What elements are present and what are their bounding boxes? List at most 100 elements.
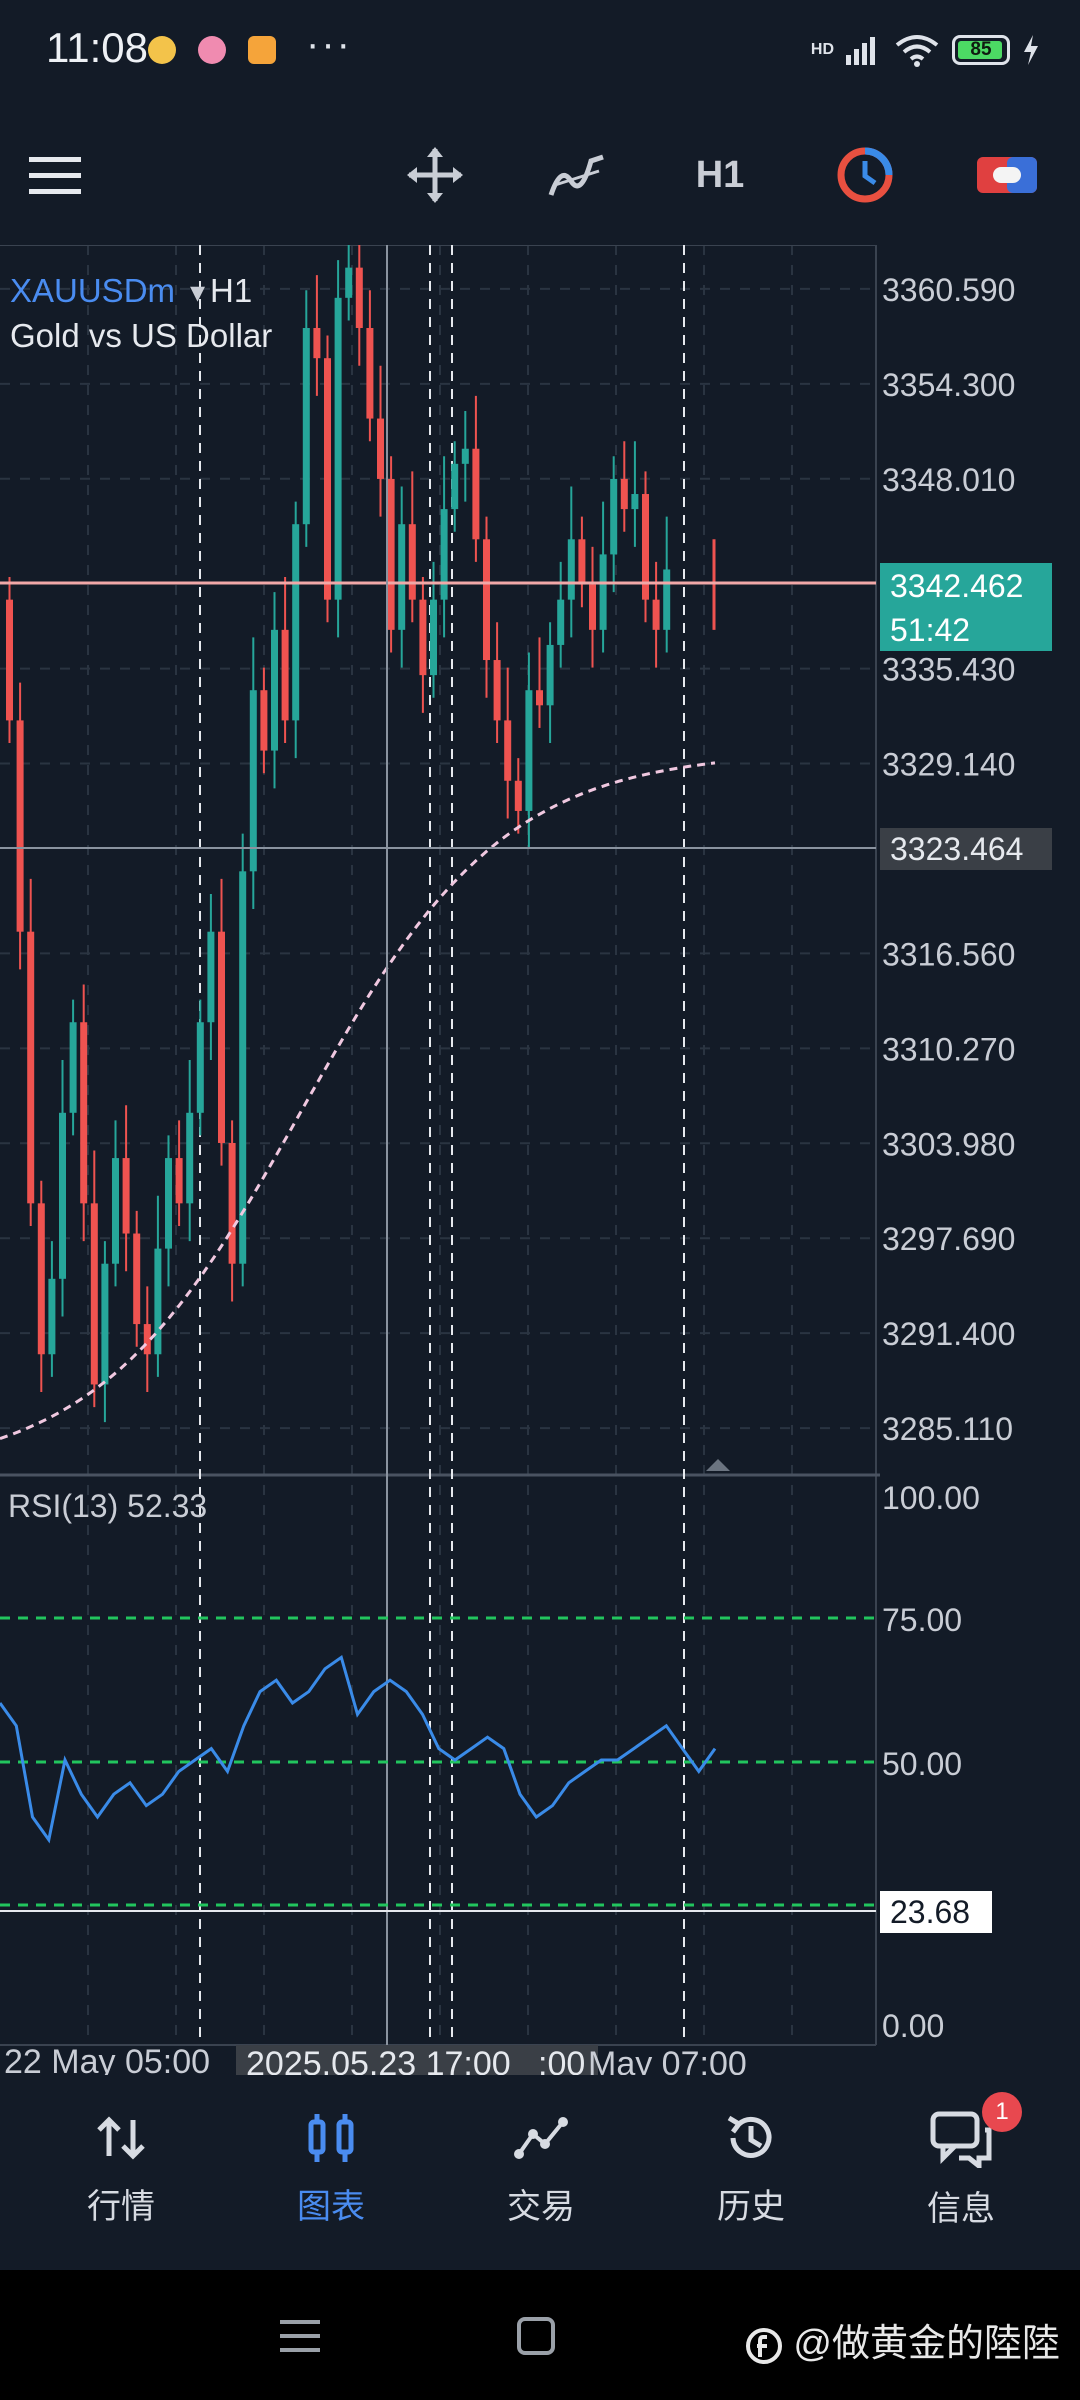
time-label-right: May 07:00 xyxy=(588,2045,747,2075)
rsi-75-label: 75.00 xyxy=(882,1602,962,1638)
candle xyxy=(472,395,480,562)
watermark: @做黄金的陸陸 xyxy=(745,2312,1060,2367)
time-label-left: 22 May 05:00 xyxy=(4,2043,210,2075)
trade-icon xyxy=(514,2117,568,2159)
quotes-icon xyxy=(97,2116,145,2160)
candle xyxy=(143,1286,151,1392)
crosshair-button[interactable] xyxy=(400,140,470,210)
home-icon[interactable] xyxy=(516,2316,556,2356)
candle xyxy=(366,290,374,442)
candle xyxy=(69,999,77,1136)
chart-icon xyxy=(308,2114,354,2162)
rsi-min-label: 0.00 xyxy=(882,2008,944,2044)
candle xyxy=(271,592,278,789)
nav-trade-label: 交易 xyxy=(507,2188,575,2226)
nav-history-label: 历史 xyxy=(717,2188,785,2226)
candle xyxy=(122,1105,130,1272)
candle xyxy=(345,245,353,321)
chart-symbol[interactable]: XAUUSDm xyxy=(10,272,175,309)
rsi-crosshair-box xyxy=(880,1891,992,1933)
rsi-max-label: 100.00 xyxy=(882,1480,980,1516)
candle xyxy=(514,758,522,834)
candle xyxy=(133,1210,141,1347)
candle xyxy=(59,1059,66,1317)
indicators-button[interactable] xyxy=(542,140,612,210)
bar-countdown: 51:42 xyxy=(890,612,970,648)
watermark-text: @做黄金的陸陸 xyxy=(793,2323,1060,2365)
rsi-label: RSI(13) 52.33 xyxy=(8,1488,207,1524)
chart-timeframe: H1 xyxy=(210,272,252,309)
candle xyxy=(546,622,554,744)
price-chart[interactable]: XAUUSDm ▾ H1 Gold vs US Dollar 3360.5903… xyxy=(0,245,1080,2075)
app-notification-icon-2 xyxy=(248,36,276,64)
chart-grid xyxy=(0,245,876,2045)
price-tick-label: 3310.270 xyxy=(882,1031,1015,1067)
candle xyxy=(525,652,533,849)
time-cursor-label-tail: :00 xyxy=(538,2045,585,2075)
clock-trade-icon xyxy=(837,147,893,203)
candle xyxy=(599,501,607,653)
nav-chart[interactable]: 图表 xyxy=(256,2110,406,2228)
candle xyxy=(589,546,596,668)
status-bar: 11:08 ··· HD 85 xyxy=(0,0,1080,110)
trade-toggle-button[interactable] xyxy=(972,140,1042,210)
nav-trade[interactable]: 交易 xyxy=(466,2110,616,2228)
candlesticks xyxy=(6,245,716,1423)
symbol-dropdown-icon[interactable]: ▾ xyxy=(190,276,205,309)
nav-quotes[interactable]: 行情 xyxy=(46,2110,196,2228)
system-nav-bar: @做黄金的陸陸 xyxy=(0,2270,1080,2400)
signal-icon xyxy=(846,37,875,65)
candle xyxy=(281,577,289,744)
candle xyxy=(631,441,639,547)
candle xyxy=(557,561,565,668)
candle xyxy=(324,335,331,623)
indicator-icon xyxy=(548,154,604,196)
charging-icon xyxy=(1024,35,1038,65)
price-tick-label: 3335.430 xyxy=(882,652,1015,688)
candle xyxy=(377,365,384,517)
watermark-logo-icon xyxy=(745,2327,782,2364)
toggle-trade-icon xyxy=(977,157,1037,193)
timeframe-button[interactable]: H1 xyxy=(695,153,745,196)
price-tick-label: 3303.980 xyxy=(882,1126,1015,1162)
candle xyxy=(419,577,427,713)
price-tick-label: 3329.140 xyxy=(882,747,1015,783)
nav-messages[interactable]: 1 信息 xyxy=(886,2092,1036,2230)
nav-chart-label: 图表 xyxy=(297,2188,365,2226)
moving-average-line xyxy=(0,761,716,1441)
move-icon xyxy=(407,147,463,203)
candle xyxy=(249,637,257,910)
candle xyxy=(642,471,649,623)
candle xyxy=(408,471,416,623)
rsi-50-label: 50.00 xyxy=(882,1746,962,1782)
candle xyxy=(483,516,490,698)
candle xyxy=(260,667,268,774)
candle xyxy=(567,486,575,638)
candle xyxy=(663,516,671,653)
price-tick-label: 3297.690 xyxy=(882,1221,1015,1257)
status-right: HD 85 xyxy=(811,30,1040,70)
wifi-icon xyxy=(895,35,939,67)
candle xyxy=(154,1195,162,1377)
candle xyxy=(228,1120,236,1302)
price-tick-label: 3354.300 xyxy=(882,367,1015,403)
chart-toolbar: H1 xyxy=(0,120,1080,220)
bottom-navigation: 行情 图表 交易 历史 1 信息 xyxy=(0,2080,1080,2270)
crosshair-price-box xyxy=(880,828,1052,870)
candle xyxy=(313,275,321,396)
panel-resize-handle[interactable] xyxy=(706,1459,730,1471)
candle xyxy=(16,682,24,970)
one-click-trading-button[interactable] xyxy=(830,140,900,210)
menu-button[interactable] xyxy=(20,140,90,210)
price-tick-label: 3291.400 xyxy=(882,1316,1015,1352)
recents-icon[interactable] xyxy=(280,2318,320,2354)
nav-history[interactable]: 历史 xyxy=(676,2110,826,2228)
nav-quotes-label: 行情 xyxy=(87,2188,155,2226)
candle xyxy=(292,501,300,759)
candle xyxy=(80,984,88,1242)
battery-icon: 85 xyxy=(952,35,1010,65)
price-scale: 3360.590 3354.300 3348.010 3335.430 3329.140… xyxy=(882,272,1015,1447)
candle xyxy=(578,516,586,608)
candle xyxy=(196,999,204,1136)
price-tick-label: 3348.010 xyxy=(882,462,1015,498)
